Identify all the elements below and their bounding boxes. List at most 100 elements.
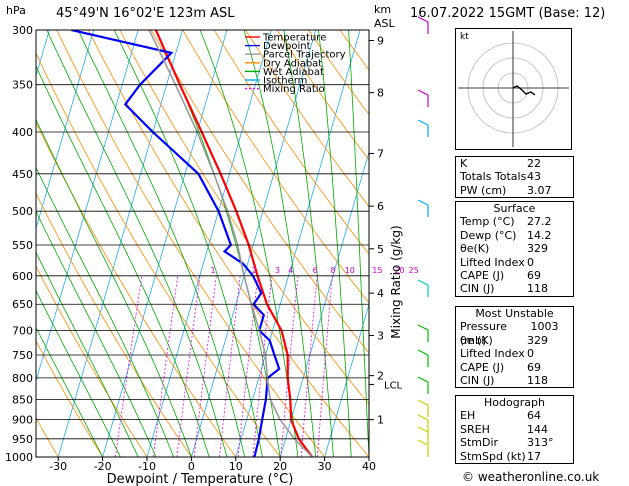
pressure-tick-label: 700 — [12, 325, 33, 338]
legend-label: Temperature — [262, 33, 326, 44]
pressure-tick-label: 850 — [12, 393, 33, 406]
most-unstable-box: Most Unstable Pressure (mb) 1003 θe (K) 32… — [455, 306, 574, 389]
km-label: km — [374, 3, 392, 16]
mixing-ratio-line — [219, 275, 241, 457]
most-unstable-row: Pressure (mb) 1003 — [456, 320, 573, 346]
hodograph-value: 313° — [527, 436, 554, 450]
surface-label: Temp (°C) — [460, 215, 515, 229]
hodograph-trace — [512, 85, 536, 96]
km-tick-label: 6 — [377, 200, 384, 213]
hodograph-title: Hodograph — [484, 396, 545, 409]
wind-barb-flag — [417, 199, 429, 206]
datetime-title: 16.07.2022 15GMT (Base: 12) — [410, 6, 606, 21]
lcl-label: LCL — [384, 380, 403, 391]
legend-label: Mixing Ratio — [263, 84, 325, 95]
hodograph-value: 64 — [527, 409, 541, 423]
mixing-ratio-label: 3 — [275, 266, 280, 275]
pressure-tick-label: 900 — [12, 414, 33, 427]
surface-label: θe(K) — [460, 242, 490, 256]
surface-value: 69 — [527, 268, 541, 282]
index-label: Totals Totals — [460, 170, 527, 184]
surface-value: 329 — [527, 242, 548, 256]
mixing-ratio-line — [176, 275, 201, 457]
surface-row: θe(K) 329 — [456, 242, 573, 255]
hodograph-plot: kt — [455, 28, 572, 150]
dry-adiabat-line — [213, 30, 369, 255]
mixing-ratio-label: 4 — [288, 266, 293, 275]
surface-row: CAPE (J) 69 — [456, 269, 573, 282]
most-unstable-row: Lifted Index 0 — [456, 347, 573, 360]
wind-barb-flag — [417, 376, 429, 383]
temperature-tick-label: 0 — [188, 460, 195, 473]
pressure-tick-label: 800 — [12, 372, 33, 385]
surface-label: CIN (J) — [460, 282, 495, 296]
index-row: PW (cm) 3.07 — [456, 184, 573, 197]
hodograph-row: EH 64 — [456, 409, 573, 422]
wind-barb-flag — [417, 414, 429, 421]
surface-title: Surface — [493, 202, 536, 215]
dry-adiabat-line — [245, 30, 369, 208]
dry-adiabat-line — [182, 30, 369, 304]
most-unstable-value: 1003 — [530, 320, 559, 334]
isotherm-line — [0, 30, 5, 457]
index-value: 3.07 — [527, 183, 552, 197]
mixing-ratio-label: 10 — [345, 266, 355, 275]
most-unstable-value: 69 — [527, 360, 541, 374]
mixing-ratio-label: 20 — [394, 266, 404, 275]
km-tick-label: 2 — [377, 370, 384, 383]
isotherm-line — [57, 30, 183, 457]
wind-barb-flag — [417, 279, 429, 286]
most-unstable-row: θe (K) 329 — [456, 334, 573, 347]
surface-row: CIN (J) 118 — [456, 282, 573, 295]
dewpoint-line — [71, 30, 281, 457]
legend-label: Parcel Trajectory — [263, 50, 346, 61]
surface-label: CAPE (J) — [460, 268, 505, 282]
mixing-ratio-line — [317, 275, 333, 457]
mixing-ratio-line — [114, 275, 143, 457]
wind-barb-flag — [417, 89, 429, 96]
pressure-tick-label: 750 — [12, 349, 33, 362]
legend-label: Dry Adiabat — [263, 58, 322, 69]
hodograph-unit-label: kt — [460, 32, 469, 42]
mixing-ratio-label: 6 — [313, 266, 318, 275]
hpa-label: hPa — [6, 4, 26, 17]
indices-box: K 22 Totals Totals 43 PW (cm) 3.07 — [455, 156, 574, 199]
wind-barb-flag — [417, 426, 429, 433]
temperature-tick-label: 30 — [318, 460, 332, 473]
dry-adiabat-line — [36, 121, 237, 457]
surface-label: Dewp (°C) — [460, 228, 517, 242]
pressure-tick-label: 950 — [12, 433, 33, 446]
most-unstable-label: CIN (J) — [460, 373, 495, 387]
legend-label: Isotherm — [263, 76, 307, 87]
mixing-ratio-line — [280, 275, 299, 457]
pressure-tick-label: 1000 — [5, 451, 33, 464]
most-unstable-value: 329 — [527, 333, 548, 347]
km-tick-label: 4 — [377, 287, 384, 300]
isotherm-line — [36, 30, 95, 230]
wind-barb-flag — [417, 349, 429, 356]
km-tick-label: 7 — [377, 148, 384, 161]
temperature-tick-label: -20 — [94, 460, 112, 473]
most-unstable-label: CAPE (J) — [460, 360, 505, 374]
wind-barb-flag — [417, 119, 429, 126]
pressure-tick-label: 350 — [12, 79, 33, 92]
temperature-tick-label: -30 — [49, 460, 67, 473]
mixing-ratio-line — [252, 275, 273, 457]
pressure-tick-label: 500 — [12, 205, 33, 218]
isotherm-line — [279, 150, 369, 457]
km-tick-label: 9 — [377, 34, 384, 47]
legend-label: Dewpoint — [263, 41, 311, 52]
most-unstable-title: Most Unstable — [475, 307, 554, 320]
index-label: K — [460, 157, 468, 170]
asl-label: ASL — [374, 17, 395, 30]
surface-label: Lifted Index — [460, 255, 525, 269]
surface-value: 14.2 — [527, 228, 552, 242]
temperature-tick-label: -10 — [138, 460, 156, 473]
wind-barb-flag — [417, 324, 429, 331]
hodograph-label: SREH — [460, 422, 490, 436]
wind-barb-flag — [417, 16, 429, 23]
mixing-ratio-line — [152, 275, 179, 457]
index-row: K 22 — [456, 157, 573, 170]
index-row: Totals Totals 43 — [456, 170, 573, 183]
